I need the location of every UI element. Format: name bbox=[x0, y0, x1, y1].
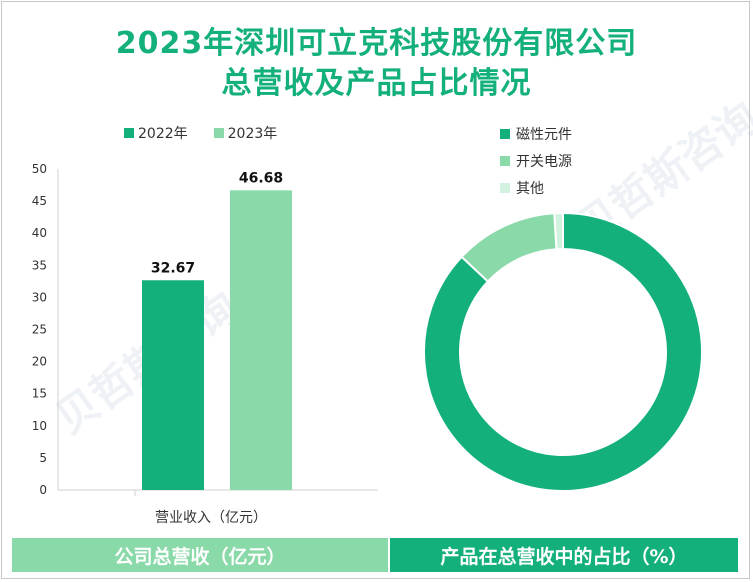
legend-item-2022: 2022年 bbox=[124, 123, 188, 143]
y-tick-label: 45 bbox=[32, 194, 47, 208]
legend-item-other: 其他 bbox=[500, 174, 572, 201]
legend-label-other: 其他 bbox=[516, 180, 544, 197]
legend-label-power: 开关电源 bbox=[516, 153, 572, 170]
legend-swatch-magnetic bbox=[500, 128, 510, 139]
legend-swatch-2022 bbox=[124, 128, 134, 138]
pie-legend: 磁性元件 开关电源 其他 bbox=[500, 120, 572, 201]
donut-slice-开关电源 bbox=[460, 212, 558, 283]
bar-chart-marks: 32.67 46.68 bbox=[142, 170, 292, 491]
bar-data-label: 32.67 bbox=[151, 260, 195, 276]
y-tick-label: 5 bbox=[39, 451, 47, 465]
bar-legend: 2022年 2023年 bbox=[124, 123, 277, 143]
chart-title-line2: 总营收及产品占比情况 bbox=[221, 66, 532, 101]
bar-data-label: 46.68 bbox=[239, 170, 283, 186]
legend-swatch-power bbox=[500, 155, 510, 166]
y-tick-label: 50 bbox=[32, 162, 47, 176]
y-tick-label: 25 bbox=[32, 323, 47, 337]
donut-slice-其他 bbox=[553, 211, 564, 251]
x-category-label: 营业收入（亿元） bbox=[155, 510, 267, 526]
footer-bar-label: 公司总营收（亿元） bbox=[12, 538, 388, 572]
donut-slice-磁性元件 bbox=[423, 211, 703, 492]
y-tick-label: 10 bbox=[32, 419, 47, 433]
y-tick-label: 15 bbox=[32, 387, 47, 401]
y-tick-label: 35 bbox=[32, 258, 47, 272]
legend-item-power: 开关电源 bbox=[500, 147, 572, 174]
bar-chart-axes: 0 5 10 15 20 25 30 35 40 45 50 营业收入（亿元） bbox=[32, 162, 378, 526]
footer-pie-label: 产品在总营收中的占比（%） bbox=[390, 538, 738, 572]
legend-label-magnetic: 磁性元件 bbox=[516, 126, 572, 143]
y-tick-label: 40 bbox=[32, 226, 47, 240]
legend-label-2023: 2023年 bbox=[227, 126, 278, 142]
legend-label-2022: 2022年 bbox=[138, 126, 188, 142]
chart-title-line1: 2023年深圳可立克科技股份有限公司 bbox=[115, 26, 638, 61]
legend-item-magnetic: 磁性元件 bbox=[500, 120, 572, 147]
legend-swatch-other bbox=[500, 182, 510, 193]
legend-swatch-2023 bbox=[213, 128, 224, 138]
y-tick-label: 30 bbox=[32, 290, 47, 304]
y-tick-label: 20 bbox=[32, 355, 47, 369]
donut-chart-marks bbox=[423, 211, 703, 492]
bar-2022年 bbox=[142, 280, 204, 490]
bar-2023年 bbox=[230, 190, 292, 491]
legend-item-2023: 2023年 bbox=[213, 123, 278, 143]
y-tick-label: 0 bbox=[39, 483, 47, 497]
